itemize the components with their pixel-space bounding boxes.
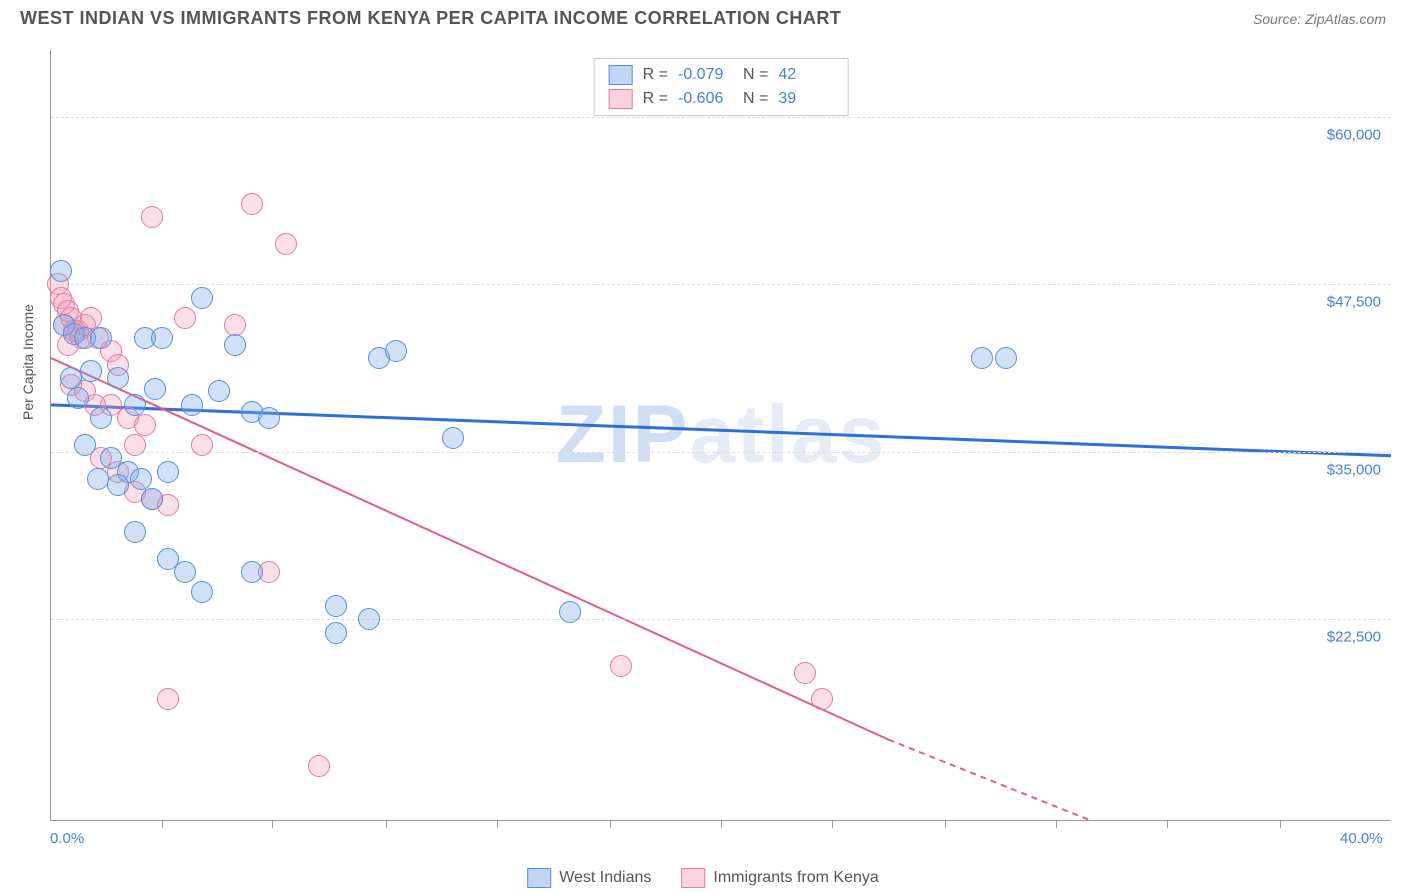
- chart-title: WEST INDIAN VS IMMIGRANTS FROM KENYA PER…: [20, 8, 841, 29]
- scatter-point: [208, 380, 230, 402]
- trend-line: [889, 740, 1090, 820]
- x-tick: [1280, 820, 1281, 828]
- scatter-point: [191, 581, 213, 603]
- grid-line: [51, 284, 1391, 285]
- scatter-point: [995, 347, 1017, 369]
- scatter-point: [794, 662, 816, 684]
- y-tick-label: $60,000: [1327, 126, 1381, 143]
- x-tick: [832, 820, 833, 828]
- y-axis-label: Per Capita Income: [20, 304, 36, 420]
- scatter-point: [60, 367, 82, 389]
- y-tick-label: $22,500: [1327, 629, 1381, 646]
- legend-item: West Indians: [527, 868, 651, 888]
- x-tick-label: 40.0%: [1340, 830, 1383, 847]
- scatter-point: [358, 608, 380, 630]
- stats-legend-box: R = -0.079 N = 42 R = -0.606 N = 39: [594, 58, 849, 116]
- scatter-point: [275, 233, 297, 255]
- scatter-point: [325, 595, 347, 617]
- x-tick-label: 0.0%: [50, 830, 84, 847]
- scatter-point: [157, 461, 179, 483]
- stat-n-label: N =: [743, 66, 768, 84]
- legend-swatch: [609, 89, 633, 109]
- scatter-point: [174, 561, 196, 583]
- scatter-point: [308, 755, 330, 777]
- x-tick: [945, 820, 946, 828]
- scatter-point: [811, 688, 833, 710]
- scatter-point: [124, 434, 146, 456]
- scatter-point: [151, 327, 173, 349]
- scatter-point: [107, 474, 129, 496]
- grid-line: [51, 452, 1391, 453]
- scatter-point: [87, 468, 109, 490]
- trend-lines-layer: [51, 50, 1391, 820]
- scatter-point: [157, 688, 179, 710]
- scatter-point: [90, 327, 112, 349]
- legend-swatch: [527, 868, 551, 888]
- scatter-point: [971, 347, 993, 369]
- scatter-point: [181, 394, 203, 416]
- grid-line: [51, 619, 1391, 620]
- x-tick: [610, 820, 611, 828]
- scatter-point: [124, 394, 146, 416]
- scatter-point: [325, 622, 347, 644]
- x-tick: [497, 820, 498, 828]
- scatter-point: [258, 407, 280, 429]
- legend-label: West Indians: [559, 869, 651, 887]
- scatter-point: [80, 307, 102, 329]
- scatter-point: [174, 307, 196, 329]
- scatter-point: [141, 488, 163, 510]
- legend-label: Immigrants from Kenya: [713, 869, 878, 887]
- scatter-point: [191, 434, 213, 456]
- scatter-point: [224, 334, 246, 356]
- stat-n-label: N =: [743, 90, 768, 108]
- legend-swatch: [609, 65, 633, 85]
- grid-line: [51, 117, 1391, 118]
- scatter-point: [90, 407, 112, 429]
- scatter-point: [130, 468, 152, 490]
- stats-row: R = -0.079 N = 42: [609, 63, 834, 87]
- stats-row: R = -0.606 N = 39: [609, 87, 834, 111]
- bottom-legend: West Indians Immigrants from Kenya: [527, 868, 879, 888]
- scatter-point: [191, 287, 213, 309]
- scatter-point: [67, 387, 89, 409]
- y-tick-label: $35,000: [1327, 461, 1381, 478]
- scatter-point: [241, 193, 263, 215]
- x-tick: [1056, 820, 1057, 828]
- x-tick: [1167, 820, 1168, 828]
- scatter-point: [224, 314, 246, 336]
- stat-r-value: -0.606: [678, 90, 733, 108]
- scatter-point: [385, 340, 407, 362]
- x-tick: [162, 820, 163, 828]
- chart-plot-area: ZIPatlas R = -0.079 N = 42 R = -0.606 N = 39 $2…: [50, 50, 1391, 821]
- scatter-point: [107, 367, 129, 389]
- x-tick: [272, 820, 273, 828]
- source-attribution: Source: ZipAtlas.com: [1253, 11, 1386, 27]
- scatter-point: [80, 360, 102, 382]
- watermark-text: ZIPatlas: [556, 388, 886, 482]
- scatter-point: [442, 427, 464, 449]
- scatter-point: [610, 655, 632, 677]
- scatter-point: [74, 434, 96, 456]
- trend-line: [51, 358, 889, 740]
- scatter-point: [124, 521, 146, 543]
- x-tick: [721, 820, 722, 828]
- scatter-point: [141, 206, 163, 228]
- stat-n-value: 39: [778, 90, 833, 108]
- y-tick-label: $47,500: [1327, 294, 1381, 311]
- scatter-point: [144, 378, 166, 400]
- stat-n-value: 42: [778, 66, 833, 84]
- x-tick: [386, 820, 387, 828]
- scatter-point: [559, 601, 581, 623]
- stat-r-label: R =: [643, 66, 668, 84]
- legend-item: Immigrants from Kenya: [681, 868, 878, 888]
- stat-r-label: R =: [643, 90, 668, 108]
- scatter-point: [50, 260, 72, 282]
- stat-r-value: -0.079: [678, 66, 733, 84]
- scatter-point: [241, 561, 263, 583]
- legend-swatch: [681, 868, 705, 888]
- scatter-point: [134, 414, 156, 436]
